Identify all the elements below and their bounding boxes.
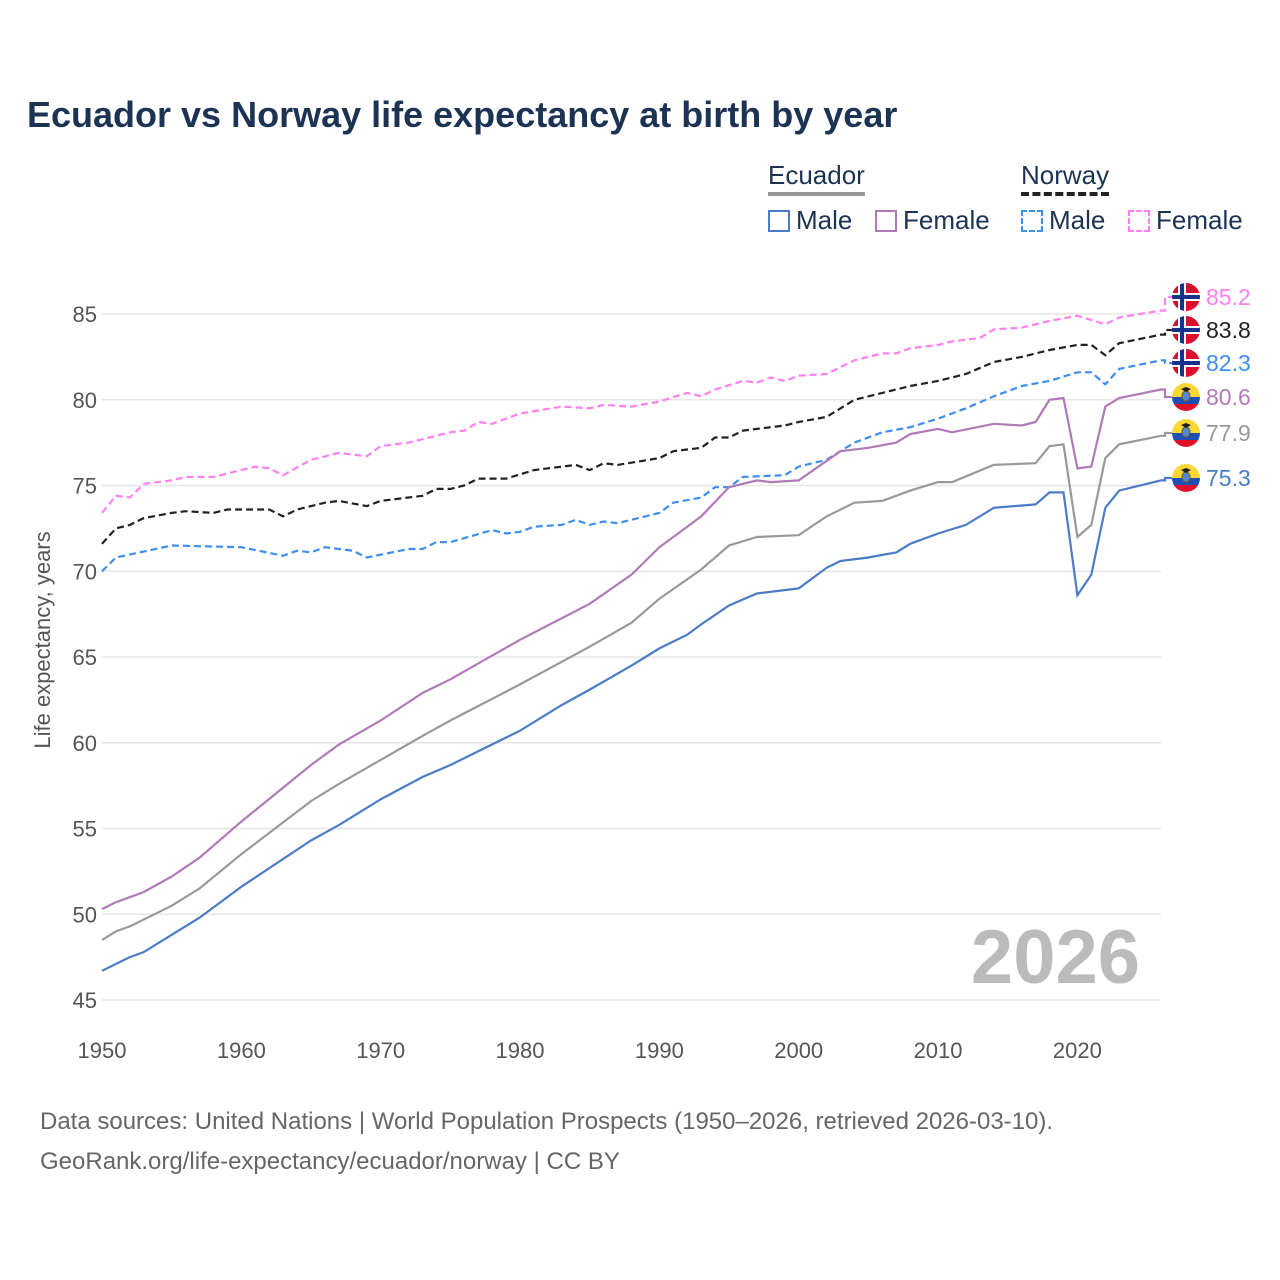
legend-ecuador-male[interactable]: Male	[768, 205, 852, 236]
x-tick-label: 1950	[78, 1038, 127, 1063]
series-line-norway-total	[101, 328, 1172, 545]
y-tick-label: 70	[73, 559, 97, 584]
legend-label: Male	[796, 205, 853, 235]
series-line-ecuador-male	[101, 476, 1172, 972]
end-value-label: 82.3	[1206, 350, 1251, 376]
chart-title: Ecuador vs Norway life expectancy at bir…	[27, 94, 898, 135]
end-value-label: 85.2	[1206, 284, 1251, 310]
y-tick-label: 65	[73, 645, 97, 670]
norway-flag-icon	[1172, 316, 1200, 344]
y-tick-label: 60	[73, 731, 97, 756]
ecuador-flag-icon	[1172, 464, 1200, 492]
y-axis-label: Life expectancy, years	[30, 531, 55, 748]
legend-swatch	[875, 209, 897, 232]
ecuador-flag-icon	[1172, 419, 1200, 447]
series-line-ecuador-female	[101, 388, 1172, 911]
legend-swatch	[1021, 209, 1043, 232]
x-tick-label: 1990	[635, 1038, 684, 1063]
legend-label: Female	[903, 205, 990, 235]
norway-flag-icon	[1172, 283, 1200, 311]
x-tick-label: 1970	[356, 1038, 405, 1063]
y-tick-label: 45	[73, 988, 97, 1013]
x-tick-label: 2010	[914, 1038, 963, 1063]
ecuador-flag-icon	[1172, 383, 1200, 411]
y-tick-label: 55	[73, 817, 97, 842]
source-line-2: GeoRank.org/life-expectancy/ecuador/norw…	[40, 1148, 620, 1175]
series-line-ecuador-total	[101, 431, 1172, 941]
legend-norway-male[interactable]: Male	[1021, 205, 1105, 236]
legend-label: Female	[1156, 205, 1243, 235]
legend-swatch	[768, 209, 790, 232]
x-tick-label: 1960	[217, 1038, 266, 1063]
legend-ecuador-heading: Ecuador	[768, 160, 865, 196]
end-value-label: 77.9	[1206, 420, 1251, 446]
x-tick-label: 2000	[774, 1038, 823, 1063]
legend-label: Male	[1049, 205, 1106, 235]
y-tick-label: 75	[73, 474, 97, 499]
legend-ecuador-female[interactable]: Female	[875, 205, 990, 236]
end-value-label: 75.3	[1206, 465, 1251, 491]
legend-norway-heading: Norway	[1021, 160, 1110, 196]
y-tick-label: 50	[73, 902, 97, 927]
end-value-label: 83.8	[1206, 317, 1251, 343]
legend-norway-female[interactable]: Female	[1128, 205, 1243, 236]
y-tick-label: 85	[73, 302, 97, 327]
y-tick-label: 80	[73, 388, 97, 413]
series-line-norway-male	[101, 359, 1172, 573]
source-line-1: Data sources: United Nations | World Pop…	[40, 1108, 1054, 1135]
norway-flag-icon	[1172, 349, 1200, 377]
end-value-label: 80.6	[1206, 384, 1251, 410]
legend-swatch	[1128, 209, 1150, 232]
year-watermark: 2026	[971, 915, 1140, 1000]
x-tick-label: 1980	[496, 1038, 545, 1063]
x-tick-label: 2020	[1053, 1038, 1102, 1063]
series-line-norway-female	[101, 295, 1172, 514]
